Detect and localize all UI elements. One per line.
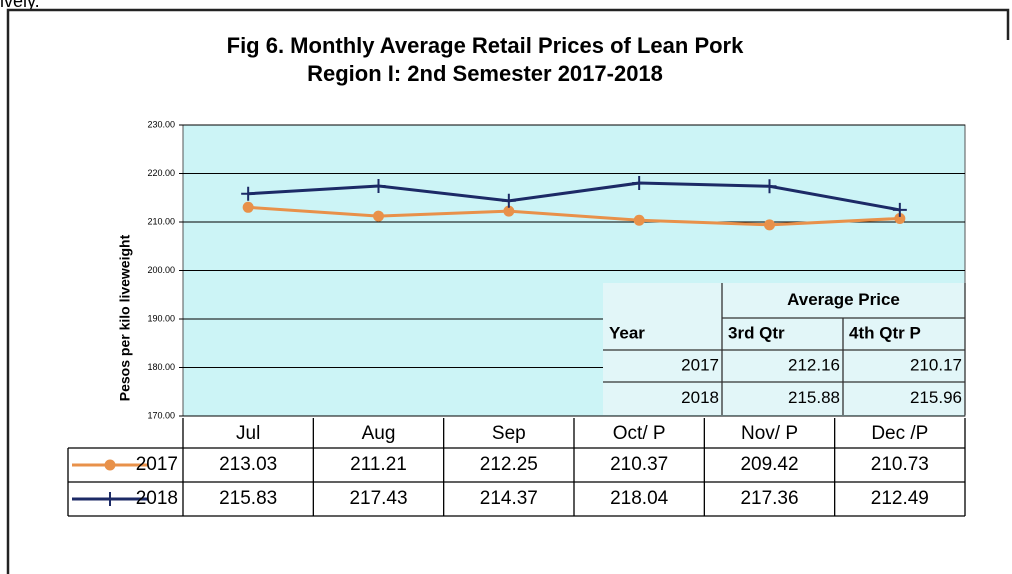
series-line: [248, 205, 900, 227]
data-point: [373, 210, 384, 222]
legend-marker: [103, 492, 117, 506]
inset-cell: 215.96: [910, 388, 962, 407]
y-tick-label: 170.00: [147, 410, 175, 420]
table-value: 210.73: [871, 454, 929, 475]
chart-subtitle: Region I: 2nd Semester 2017-2018: [307, 61, 663, 86]
data-point: [371, 178, 386, 193]
inset-cell: 2017: [681, 355, 719, 374]
table-value: 214.37: [480, 488, 538, 509]
legend-marker: [104, 459, 116, 471]
inset-table-bg: [603, 283, 965, 415]
inset-cell: 210.17: [910, 355, 962, 374]
table-value: 212.49: [871, 488, 929, 509]
x-tick-label: Aug: [362, 423, 396, 444]
table-value: 217.43: [349, 488, 407, 509]
data-point: [762, 179, 777, 194]
table-value: 213.03: [219, 454, 277, 475]
data-point: [764, 219, 775, 231]
inset-cell: 215.88: [788, 388, 840, 407]
y-tick-label: 180.00: [147, 362, 175, 372]
legend-label: 2017: [136, 454, 178, 475]
inset-cell: 2018: [681, 388, 719, 407]
inset-column-header: 3rd Qtr: [728, 323, 785, 342]
table-value: 211.21: [350, 454, 407, 475]
x-tick-label: Nov/ P: [741, 423, 798, 444]
x-tick-label: Sep: [492, 423, 526, 444]
data-point: [241, 186, 256, 201]
x-tick-label: Jul: [236, 423, 260, 444]
data-point: [894, 212, 906, 224]
y-tick-label: 200.00: [147, 265, 175, 275]
table-value: 209.42: [740, 454, 798, 475]
x-tick-label: Dec /P: [871, 423, 928, 444]
data-point: [503, 205, 515, 217]
table-value: 217.36: [740, 488, 798, 509]
y-tick-label: 230.00: [147, 119, 175, 129]
table-value: 210.37: [610, 454, 668, 475]
table-value: 218.04: [610, 488, 669, 509]
text-fragment: ively.: [0, 0, 40, 11]
y-tick-label: 220.00: [147, 168, 175, 178]
legend-label: 2018: [136, 488, 178, 509]
y-tick-label: 190.00: [147, 313, 175, 323]
inset-cell: 212.16: [788, 355, 840, 374]
x-tick-label: Oct/ P: [613, 423, 666, 444]
frame: [6, 8, 1010, 574]
data-table-grid: [67, 418, 966, 517]
data-point: [892, 202, 907, 217]
inset-table-grid: [603, 283, 966, 415]
data-point: [242, 201, 254, 213]
inset-column-header: 4th Qtr P: [849, 323, 921, 342]
chart-title: Fig 6. Monthly Average Retail Prices of …: [227, 33, 744, 58]
data-point: [633, 214, 645, 226]
y-axis-label: Pesos per kilo liveweight: [117, 234, 133, 401]
data-point: [632, 176, 647, 191]
y-tick-label: 210.00: [147, 216, 175, 226]
table-value: 215.83: [219, 488, 277, 509]
data-point: [501, 193, 516, 208]
inset-table-header: Average Price: [787, 290, 900, 309]
series-line: [248, 181, 901, 212]
inset-column-header: Year: [609, 323, 645, 342]
table-value: 212.25: [480, 454, 538, 475]
